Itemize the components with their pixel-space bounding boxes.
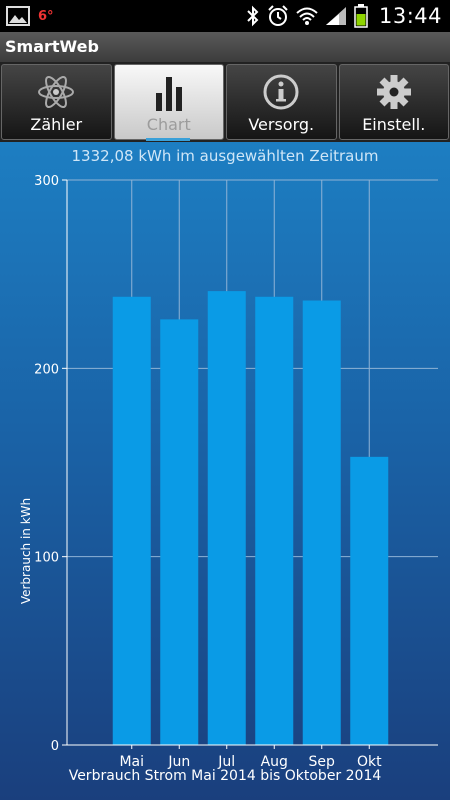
battery-icon	[354, 4, 368, 28]
tab-label: Zähler	[30, 115, 83, 134]
bar-aug	[255, 296, 294, 745]
tab-zaehler[interactable]: Zähler	[1, 64, 112, 140]
tab-versorgung[interactable]: Versorg.	[226, 64, 337, 140]
status-bar: 6°	[0, 0, 450, 32]
tab-label: Chart	[146, 115, 191, 134]
temperature-indicator: 6°	[38, 8, 54, 24]
x-tick-label: Jul	[217, 754, 235, 770]
x-axis-title: Verbrauch Strom Mai 2014 bis Oktober 201…	[68, 768, 382, 784]
y-tick-label: 100	[34, 551, 59, 566]
bluetooth-icon	[247, 5, 259, 27]
x-tick-label: Okt	[357, 754, 382, 770]
x-tick-label: Sep	[309, 754, 336, 770]
atom-icon	[38, 75, 75, 109]
tab-label: Versorg.	[248, 115, 315, 134]
signal-icon	[325, 7, 346, 25]
y-tick-label: 200	[34, 362, 59, 377]
y-tick-label: 300	[34, 174, 59, 189]
bar-jul	[207, 291, 246, 745]
period-total: 1332,08 kWh im ausgewählten Zeitraum	[71, 147, 379, 165]
gallery-icon	[6, 6, 30, 26]
app-title-bar: SmartWeb	[0, 32, 450, 62]
alarm-icon	[268, 5, 288, 26]
tab-bar: Zähler Chart Versorg.	[0, 62, 450, 142]
x-tick-label: Jun	[167, 754, 190, 770]
bar-mai	[112, 296, 151, 745]
clock: 13:44	[378, 4, 442, 28]
app-title: SmartWeb	[5, 37, 99, 56]
chart-panel: 1332,08 kWh im ausgewählten Zeitraum 0 10…	[0, 142, 450, 800]
tab-einstellungen[interactable]: Einstell.	[338, 64, 449, 140]
tab-label: Einstell.	[362, 115, 426, 134]
bar-chart-icon	[155, 77, 182, 111]
bar-sep	[302, 300, 341, 745]
info-icon	[263, 74, 299, 110]
gear-icon	[376, 75, 411, 109]
tab-chart[interactable]: Chart	[113, 64, 224, 140]
bar-chart: 0 100 200 300 Mai Jun Jul Aug Sep Okt	[34, 174, 438, 770]
wifi-icon	[296, 7, 318, 25]
y-axis-title: Verbrauch in kWh	[19, 497, 33, 605]
x-tick-label: Mai	[119, 754, 144, 770]
bar-okt	[350, 456, 389, 745]
bar-jun	[160, 319, 199, 745]
active-tab-indicator	[146, 138, 190, 141]
y-tick-label: 0	[51, 739, 59, 754]
x-tick-label: Aug	[261, 754, 288, 770]
